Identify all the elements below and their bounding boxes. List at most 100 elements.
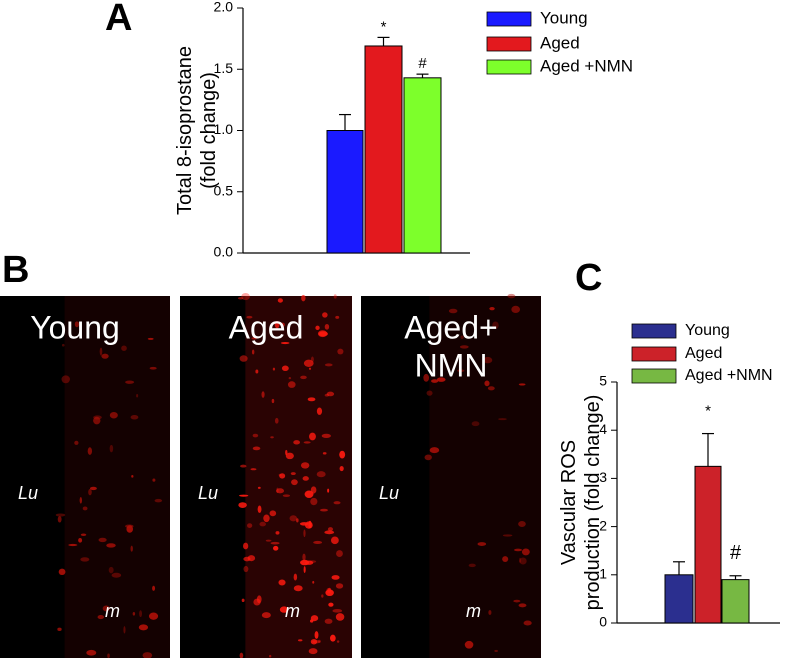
fluorescence-spot: [519, 557, 527, 565]
fluorescence-spot: [241, 324, 245, 327]
fluorescence-spot: [274, 417, 279, 424]
y-tick-label: 5: [599, 373, 607, 389]
fluorescence-spot: [288, 376, 292, 380]
fluorescence-spot: [278, 473, 282, 477]
fluorescence-spot: [274, 321, 280, 329]
fluorescence-spot: [79, 497, 83, 504]
fluorescence-spot: [488, 610, 492, 615]
fluorescence-spot: [333, 501, 341, 505]
fluorescence-spot: [518, 603, 527, 608]
legend-swatch: [486, 36, 532, 52]
legend-swatch: [486, 59, 532, 75]
y-tick-label: 1.0: [214, 121, 234, 137]
media-label: m: [105, 601, 120, 621]
fluorescence-spot: [241, 598, 245, 603]
fluorescence-spot: [331, 575, 340, 580]
fluorescence-spot: [291, 479, 298, 486]
fluorescence-spot: [477, 542, 487, 546]
lumen-label: Lu: [379, 483, 399, 503]
fluorescence-spot: [293, 440, 300, 445]
fluorescence-spot: [511, 305, 521, 314]
fluorescence-spot: [304, 490, 314, 499]
fluorescence-spot: [310, 497, 318, 506]
fluorescence-spot: [246, 315, 253, 319]
fluorescence-spot: [98, 537, 107, 543]
fluorescence-spot: [101, 353, 109, 359]
fluorescence-spot: [436, 377, 446, 382]
fluorescence-spot: [303, 359, 314, 367]
fluorescence-spot: [108, 566, 114, 574]
fluorescence-spot: [58, 568, 66, 576]
fluorescence-spot: [57, 627, 62, 631]
fluorescence-spot: [308, 520, 312, 529]
legend-swatch: [486, 11, 532, 27]
fluorescence-spot: [109, 411, 118, 419]
fluorescence-spot: [336, 550, 343, 557]
fluorescence-spot: [322, 452, 327, 455]
fluorescence-spot: [276, 487, 279, 494]
bar: [364, 45, 403, 254]
fluorescence-spot: [514, 548, 523, 552]
fluorescence-spot: [502, 534, 513, 537]
fluorescence-spot: [303, 566, 306, 574]
fluorescence-spot: [136, 393, 139, 398]
fluorescence-spot: [252, 446, 261, 451]
tissue-glow: [245, 296, 352, 658]
fluorescence-spot: [302, 553, 306, 561]
fluorescence-spot: [61, 343, 65, 347]
fluorescence-spot: [303, 441, 311, 444]
fluorescence-spot: [282, 494, 291, 497]
fluorescence-spot: [318, 639, 321, 643]
fluorescence-spot: [309, 432, 316, 441]
fluorescence-spot: [310, 615, 319, 622]
legend-label: Young: [685, 322, 730, 339]
fluorescence-spot: [518, 383, 526, 386]
fluorescence-spot: [423, 373, 430, 382]
fluorescence-spot: [303, 529, 306, 538]
fluorescence-spot: [240, 464, 247, 468]
fluorescence-spot: [279, 473, 286, 479]
fluorescence-spot: [247, 555, 256, 562]
fluorescence-spot: [489, 307, 495, 311]
panel-label: C: [575, 257, 602, 299]
panel-label: B: [2, 249, 29, 291]
fluorescence-spot: [300, 462, 310, 469]
fluorescence-spot: [293, 585, 303, 592]
fluorescence-spot: [297, 639, 303, 642]
fluorescence-spot: [273, 545, 279, 551]
bar: [326, 130, 364, 254]
y-axis-label-line: (fold change): [198, 72, 220, 189]
fluorescence-spot: [125, 380, 135, 384]
fluorescence-spot: [307, 397, 316, 402]
fluorescence-spot: [310, 638, 318, 645]
fluorescence-spot: [289, 515, 298, 522]
fluorescence-spot: [459, 345, 469, 349]
y-tick-label: 1: [599, 566, 607, 582]
fluorescence-spot: [97, 615, 105, 620]
fluorescence-spot: [109, 444, 114, 453]
fluorescence-spot: [139, 610, 143, 618]
fluorescence-spot: [250, 468, 257, 471]
fluorescence-spot: [132, 611, 136, 616]
panel-label: A: [105, 0, 132, 39]
fluorescence-spot: [123, 626, 126, 634]
fluorescence-spot: [293, 573, 298, 581]
fluorescence-spot: [337, 348, 344, 355]
fluorescence-spot: [315, 325, 320, 331]
legend-label: Aged +NMN: [540, 56, 633, 75]
y-tick-label: 0.0: [214, 244, 234, 260]
fluorescence-spot: [251, 349, 255, 355]
fluorescence-spot: [321, 594, 324, 598]
fluorescence-spot: [88, 488, 92, 496]
fluorescence-spot: [55, 513, 66, 517]
fluorescence-spot: [89, 486, 97, 491]
fluorescence-spot: [68, 543, 78, 547]
fluorescence-spot: [251, 337, 257, 340]
fluorescence-spot: [138, 624, 149, 631]
fluorescence-spot: [319, 508, 328, 512]
y-tick-label: 4: [599, 421, 607, 437]
significance-mark: *: [381, 18, 387, 35]
fluorescence-spot: [241, 292, 250, 301]
fluorescence-spot: [107, 653, 110, 658]
